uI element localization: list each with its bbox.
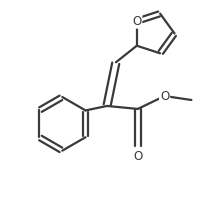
Text: O: O [133,150,142,163]
Text: O: O [132,15,141,28]
Text: O: O [160,90,169,103]
